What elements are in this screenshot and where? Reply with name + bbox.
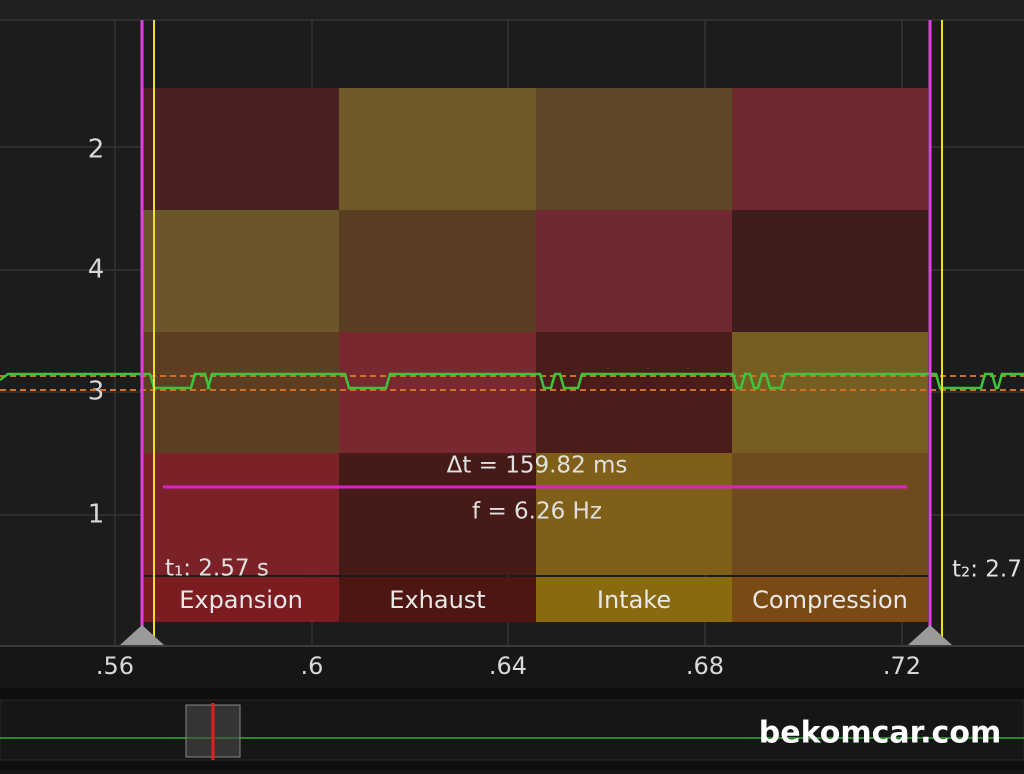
x-tick-label: .56 [96, 652, 134, 680]
cylinder-grid [143, 88, 928, 622]
y-label: 4 [88, 255, 105, 285]
overview-track [0, 699, 1024, 761]
cell [339, 88, 536, 210]
cursor-label: t₂: 2.7 [952, 557, 1022, 583]
y-label: 2 [88, 135, 105, 165]
stroke-cell [536, 577, 732, 622]
cell [536, 332, 732, 453]
cell [143, 210, 339, 332]
waveform [0, 372, 1024, 390]
cell [732, 88, 928, 210]
cell [339, 210, 536, 332]
stroke-label: Expansion [179, 586, 303, 614]
cell [536, 88, 732, 210]
axis-line [0, 645, 1024, 647]
x-tick-label: .64 [489, 652, 527, 680]
cell [536, 210, 732, 332]
cell [143, 88, 339, 210]
x-tick-label: .68 [686, 652, 724, 680]
stroke-cell [732, 577, 928, 622]
cell [732, 453, 928, 575]
stroke-label: Exhaust [389, 586, 485, 614]
y-label: 3 [88, 377, 105, 407]
top-bar [0, 0, 1024, 20]
stroke-label: Compression [752, 586, 908, 614]
frequency: f = 6.26 Hz [472, 499, 602, 525]
cell [732, 210, 928, 332]
x-tick-label: .72 [883, 652, 921, 680]
labels: Expansion Exhaust Intake Compression 2 4 3 1 .56… [88, 135, 921, 681]
cursor-handle[interactable] [120, 625, 164, 645]
cursor-label: t₁: 2.57 s [165, 556, 269, 582]
cursor-handle[interactable] [908, 625, 952, 645]
delta-t: Δt = 159.82 ms [447, 453, 628, 479]
x-tick-label: .6 [301, 652, 324, 680]
cell [536, 453, 732, 575]
cell [339, 453, 536, 575]
stroke-label: Intake [597, 586, 671, 614]
stroke-cell [339, 577, 536, 622]
y-label: 1 [88, 500, 105, 530]
stroke-cell [143, 577, 339, 622]
cell [143, 453, 339, 575]
cell [143, 332, 339, 453]
cell [339, 332, 536, 453]
watermark: bekomcar.com [759, 716, 1001, 751]
cell [732, 332, 928, 453]
